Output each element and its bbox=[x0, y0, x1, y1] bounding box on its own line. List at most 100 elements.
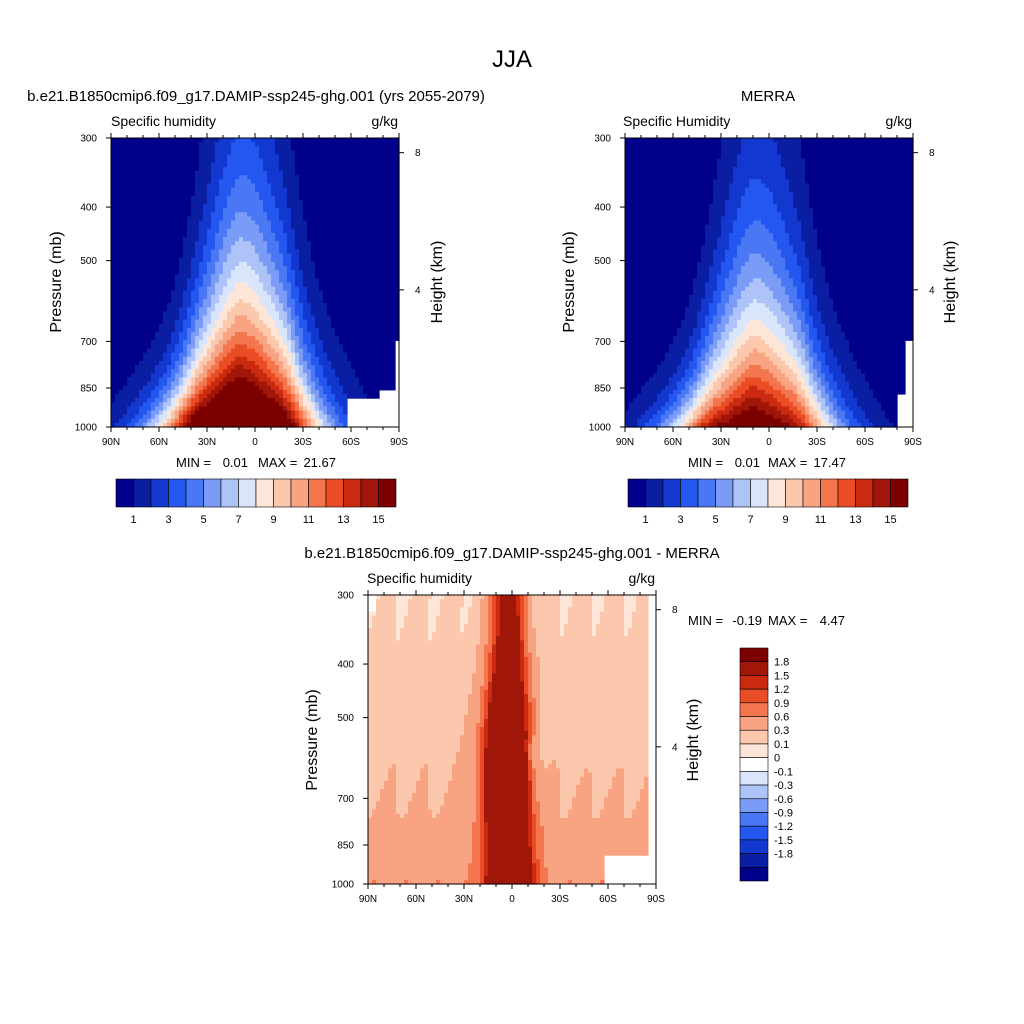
contour-cell bbox=[287, 195, 292, 201]
contour-cell bbox=[227, 356, 232, 362]
contour-cell bbox=[295, 138, 300, 143]
contour-cell bbox=[247, 241, 252, 246]
contour-cell bbox=[311, 332, 316, 337]
contour-cell bbox=[331, 232, 336, 238]
contour-cell bbox=[151, 418, 156, 424]
contour-cell bbox=[283, 290, 288, 296]
contour-cell bbox=[279, 398, 284, 403]
contour-cell bbox=[239, 191, 244, 197]
contour-cell bbox=[383, 183, 388, 189]
contour-cell bbox=[387, 228, 392, 234]
contour-cell bbox=[175, 323, 180, 329]
contour-cell bbox=[215, 319, 220, 325]
contour-cell bbox=[351, 315, 356, 321]
contour-cell bbox=[259, 199, 264, 205]
contour-cell bbox=[395, 286, 400, 292]
contour-cell bbox=[207, 274, 212, 279]
contour-cell bbox=[159, 377, 164, 383]
contour-cell bbox=[231, 175, 236, 180]
contour-cell bbox=[151, 315, 156, 321]
contour-cell bbox=[263, 232, 268, 238]
contour-cell bbox=[151, 216, 156, 222]
contour-cell bbox=[171, 216, 176, 222]
contour-cell bbox=[339, 199, 344, 205]
contour-cell bbox=[295, 398, 300, 403]
contour-cell bbox=[303, 261, 308, 267]
contour-cell bbox=[275, 274, 280, 279]
contour-cell bbox=[163, 323, 168, 329]
contour-cell bbox=[311, 389, 316, 395]
contour-cell bbox=[339, 245, 344, 251]
contour-cell bbox=[363, 385, 368, 391]
contour-cell bbox=[387, 245, 392, 251]
contour-cell bbox=[259, 348, 264, 354]
contour-cell bbox=[211, 323, 216, 329]
contour-cell bbox=[183, 241, 188, 246]
contour-cell bbox=[351, 232, 356, 238]
contour-cell bbox=[139, 332, 144, 337]
contour-cell bbox=[223, 389, 228, 395]
contour-cell bbox=[207, 410, 212, 416]
contour-cell bbox=[275, 311, 280, 317]
contour-cell bbox=[203, 212, 208, 218]
contour-cell bbox=[255, 398, 260, 403]
contour-cell bbox=[311, 187, 316, 193]
contour-cell bbox=[271, 414, 276, 420]
contour-cell bbox=[391, 158, 396, 164]
contour-cell bbox=[191, 398, 196, 403]
contour-cell bbox=[303, 381, 308, 387]
contour-cell bbox=[235, 360, 240, 366]
contour-cell bbox=[315, 348, 320, 354]
contour-cell bbox=[355, 294, 360, 300]
contour-cell bbox=[275, 381, 280, 387]
contour-cell bbox=[331, 323, 336, 329]
contour-cell bbox=[335, 377, 340, 383]
contour-cell bbox=[383, 365, 388, 370]
contour-cell bbox=[311, 224, 316, 230]
contour-cell bbox=[223, 365, 228, 370]
contour-cell bbox=[243, 220, 248, 226]
contour-cell bbox=[267, 311, 272, 317]
contour-cell bbox=[351, 369, 356, 374]
contour-cell bbox=[291, 294, 296, 300]
contour-cell bbox=[227, 299, 232, 304]
contour-cell bbox=[191, 340, 196, 346]
contour-cell bbox=[363, 369, 368, 374]
contour-cell bbox=[255, 307, 260, 312]
contour-cell bbox=[311, 360, 316, 366]
contour-cell bbox=[171, 232, 176, 238]
contour-cell bbox=[123, 232, 128, 238]
contour-cell bbox=[355, 282, 360, 288]
contour-cell bbox=[231, 290, 236, 296]
contour-cell bbox=[319, 360, 324, 366]
contour-cell bbox=[371, 212, 376, 218]
contour-cell bbox=[239, 204, 244, 209]
contour-cell bbox=[223, 414, 228, 420]
contour-cell bbox=[267, 150, 272, 156]
contour-cell bbox=[143, 138, 148, 143]
contour-cell bbox=[195, 237, 200, 242]
contour-cell bbox=[287, 406, 292, 412]
contour-cell bbox=[219, 299, 224, 304]
contour-cell bbox=[143, 418, 148, 424]
contour-cell bbox=[207, 191, 212, 197]
contour-cell bbox=[119, 212, 124, 218]
contour-cell bbox=[307, 311, 312, 317]
contour-cell bbox=[287, 146, 292, 151]
contour-cell bbox=[311, 410, 316, 416]
contour-cell bbox=[327, 294, 332, 300]
contour-cell bbox=[119, 344, 124, 350]
contour-cell bbox=[299, 348, 304, 354]
contour-cell bbox=[327, 245, 332, 251]
contour-cell bbox=[163, 410, 168, 416]
contour-cell bbox=[147, 175, 152, 180]
contour-cell bbox=[239, 232, 244, 238]
contour-cell bbox=[323, 422, 328, 428]
contour-cell bbox=[139, 369, 144, 374]
contour-cell bbox=[163, 224, 168, 230]
contour-cell bbox=[171, 410, 176, 416]
contour-cell bbox=[151, 228, 156, 234]
contour-cell bbox=[379, 274, 384, 279]
contour-cell bbox=[251, 228, 256, 234]
contour-cell bbox=[223, 381, 228, 387]
